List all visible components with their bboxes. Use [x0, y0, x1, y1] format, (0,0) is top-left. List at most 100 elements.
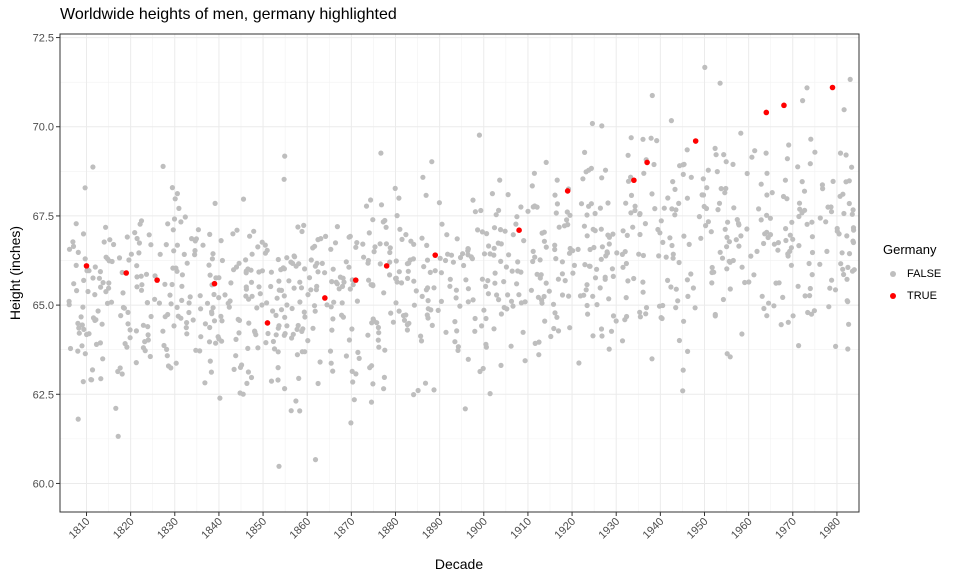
point-false [294, 352, 300, 358]
point-false [849, 268, 856, 274]
point-false [790, 313, 796, 319]
point-false [256, 284, 262, 290]
point-false [376, 330, 382, 336]
point-false [733, 237, 739, 243]
point-false [184, 331, 190, 337]
point-false [463, 277, 469, 283]
point-false [625, 152, 631, 158]
point-false [543, 280, 549, 286]
point-false [403, 312, 409, 318]
point-false [377, 241, 383, 247]
point-false [143, 271, 150, 277]
point-false [486, 243, 492, 249]
point-false [370, 381, 376, 387]
legend-item-true: TRUE [883, 285, 941, 307]
point-false [790, 236, 796, 242]
point-false [377, 261, 383, 267]
point-true [781, 102, 787, 109]
point-false [597, 285, 603, 291]
point-true [322, 295, 328, 301]
point-false [276, 287, 282, 293]
point-false [392, 185, 398, 191]
point-false [479, 276, 485, 282]
point-false [555, 276, 562, 282]
legend-swatch-true [890, 293, 896, 299]
point-false [424, 242, 430, 248]
point-false [530, 258, 536, 265]
point-false [752, 148, 758, 154]
point-false [119, 269, 125, 276]
point-false [453, 295, 459, 301]
point-false [450, 259, 456, 265]
point-false [735, 220, 742, 227]
point-false [749, 154, 755, 160]
point-false [198, 334, 204, 340]
point-false [444, 232, 450, 238]
point-false [89, 377, 95, 383]
point-false [610, 273, 616, 279]
point-false [532, 254, 538, 260]
point-false [712, 313, 718, 319]
point-false [472, 315, 478, 322]
point-false [354, 298, 360, 304]
point-false [71, 281, 77, 287]
point-false [672, 212, 678, 218]
point-false [216, 295, 222, 301]
point-false [182, 214, 188, 220]
point-false [396, 308, 402, 314]
point-true [829, 84, 836, 91]
point-false [592, 228, 598, 234]
point-false [219, 257, 225, 264]
point-false [98, 284, 104, 290]
point-false [291, 285, 297, 291]
point-false [439, 221, 445, 227]
point-false [736, 243, 742, 249]
point-false [243, 284, 249, 290]
point-false [583, 287, 589, 293]
point-false [771, 303, 777, 309]
point-false [397, 226, 403, 232]
point-false [553, 210, 559, 216]
point-false [807, 293, 813, 299]
point-false [334, 224, 340, 230]
point-true [383, 263, 390, 269]
x-tick-label: 1960 [729, 516, 755, 542]
point-false [265, 330, 271, 337]
point-false [489, 191, 495, 197]
point-false [415, 387, 421, 394]
point-false [786, 142, 792, 148]
point-false [649, 356, 655, 362]
point-false [746, 279, 752, 285]
point-false [127, 327, 133, 333]
point-false [690, 285, 697, 291]
point-false [529, 183, 535, 189]
point-false [491, 252, 497, 258]
point-false [522, 299, 528, 305]
point-false [640, 136, 646, 142]
point-false [363, 203, 370, 209]
point-false [479, 323, 485, 329]
point-false [656, 303, 663, 309]
point-false [534, 271, 540, 277]
point-false [119, 371, 125, 377]
point-false [668, 118, 675, 124]
chart-title: Worldwide heights of men, germany highli… [60, 6, 397, 23]
point-false [406, 260, 412, 266]
point-false [787, 248, 793, 254]
point-false [457, 303, 463, 309]
point-false [498, 311, 504, 317]
point-false [193, 236, 199, 242]
point-false [548, 333, 554, 340]
x-tick-label: 1850 [243, 516, 269, 542]
point-false [305, 338, 311, 344]
point-false [403, 232, 409, 238]
point-false [419, 235, 425, 241]
point-false [438, 270, 444, 276]
point-false [681, 233, 687, 239]
point-false [525, 208, 531, 214]
point-false [676, 200, 682, 206]
point-false [590, 333, 596, 339]
point-false [436, 200, 442, 206]
point-false [483, 283, 489, 289]
